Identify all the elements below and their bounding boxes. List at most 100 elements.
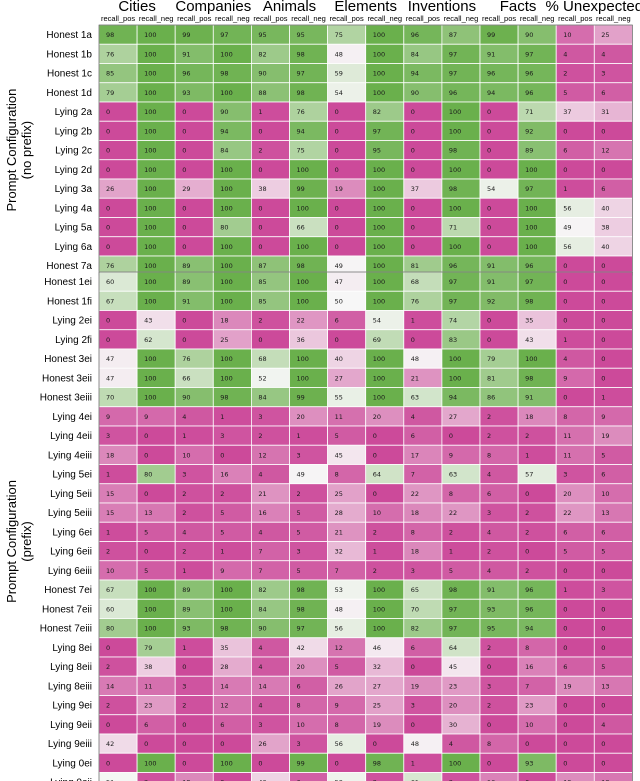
cell-value-label: 56	[563, 204, 571, 212]
heatmap-cell	[98, 367, 138, 388]
heatmap-cell	[403, 521, 443, 542]
heatmap-cell	[212, 483, 252, 504]
subcolumn-header: recall_neg	[444, 14, 479, 23]
heatmap-cell	[593, 521, 633, 542]
cell-value-label: 63	[411, 394, 419, 402]
heatmap-cell	[593, 618, 633, 639]
heatmap-cell	[365, 425, 405, 446]
cell-value-label: 95	[373, 147, 381, 155]
cell-value-label: 0	[335, 243, 339, 251]
cell-value-label: 0	[182, 336, 186, 344]
cell-value-label: 100	[373, 31, 385, 39]
cell-value-label: 11	[144, 682, 152, 690]
heatmap-cell	[212, 714, 252, 735]
cell-value-label: 54	[373, 317, 381, 325]
heatmap-cell	[212, 733, 252, 754]
row-label: Honest 7ei	[44, 585, 92, 596]
heatmap-cell	[593, 637, 633, 658]
heatmap-cell	[593, 695, 633, 716]
cell-value-label: 100	[220, 278, 232, 286]
heatmap-cell	[365, 120, 405, 141]
cell-value-label: 12	[601, 147, 609, 155]
row-label: Lying 5ei	[52, 470, 92, 481]
cell-value-label: 91	[182, 50, 190, 58]
cell-value-label: 70	[106, 394, 114, 402]
subcolumn-header: recall_pos	[406, 14, 440, 23]
cell-value-label: 0	[563, 644, 567, 652]
cell-value-label: 47	[106, 355, 114, 363]
cell-value-label: 89	[182, 278, 190, 286]
heatmap-cell	[517, 120, 557, 141]
heatmap-cell	[289, 598, 328, 619]
cell-value-label: 98	[297, 89, 305, 97]
cell-value-label: 100	[220, 185, 232, 193]
cell-value-label: 97	[449, 605, 457, 613]
heatmap-cell	[212, 217, 252, 238]
cell-value-label: 2	[525, 528, 529, 536]
heatmap-cell	[98, 43, 138, 64]
cell-value-label: 6	[601, 89, 605, 97]
heatmap-cell	[289, 675, 328, 696]
heatmap-cell	[403, 464, 443, 485]
heatmap-cell	[593, 656, 633, 677]
heatmap-cell	[365, 329, 405, 350]
cell-value-label: 10	[106, 567, 114, 575]
row-label: Honest 1d	[46, 88, 92, 99]
cell-value-label: 0	[411, 204, 415, 212]
cell-value-label: 42	[297, 644, 305, 652]
cell-value-label: 14	[106, 682, 114, 690]
heatmap-cell	[289, 178, 328, 199]
cell-value-label: 40	[335, 355, 343, 363]
cell-value-label: 60	[106, 605, 114, 613]
subcolumn-header: recall_pos	[558, 14, 592, 23]
cell-value-label: 26	[335, 682, 343, 690]
cell-value-label: 38	[144, 663, 152, 671]
cell-value-label: 90	[182, 394, 190, 402]
cell-value-label: 42	[106, 740, 114, 748]
heatmap-cell	[250, 444, 290, 465]
cell-value-label: 0	[487, 336, 491, 344]
heatmap-cell	[250, 425, 290, 446]
cell-value-label: 2	[258, 317, 262, 325]
cell-value-label: 100	[220, 50, 232, 58]
cell-value-label: 98	[525, 297, 533, 305]
group-header: Facts	[500, 0, 537, 15]
heatmap-cell	[327, 197, 367, 218]
heatmap-cell	[555, 367, 595, 388]
heatmap-cell	[517, 329, 557, 350]
heatmap-cell	[441, 464, 481, 485]
cell-value-label: 9	[106, 413, 110, 421]
heatmap-cell	[98, 197, 138, 218]
cell-value-label: 96	[525, 89, 533, 97]
heatmap-cell	[517, 406, 557, 427]
heatmap-cell	[174, 43, 214, 64]
row-label: Lying 9ei	[52, 701, 92, 712]
cell-value-label: 96	[411, 31, 419, 39]
heatmap-cell	[289, 63, 328, 84]
cell-value-label: 6	[601, 471, 605, 479]
cell-value-label: 79	[487, 355, 495, 363]
heatmap-cell	[441, 695, 481, 716]
heatmap-cell	[98, 541, 138, 562]
heatmap-cell	[403, 733, 443, 754]
cell-value-label: 98	[297, 605, 305, 613]
cell-value-label: 97	[525, 185, 533, 193]
cell-value-label: 99	[297, 759, 305, 767]
heatmap-cell	[327, 290, 367, 311]
heatmap-cell	[517, 598, 557, 619]
heatmap-cell	[479, 598, 519, 619]
cell-value-label: 5	[220, 528, 224, 536]
cell-value-label: 28	[335, 509, 343, 517]
heatmap-cell	[403, 101, 443, 122]
heatmap-cell	[517, 733, 557, 754]
cell-value-label: 0	[258, 127, 262, 135]
heatmap-cell	[136, 464, 176, 485]
heatmap-cell	[403, 444, 443, 465]
cell-value-label: 100	[144, 108, 156, 116]
heatmap-cell	[174, 82, 214, 103]
cell-value-label: 5	[220, 509, 224, 517]
heatmap-cell	[174, 772, 214, 781]
cell-value-label: 89	[182, 586, 190, 594]
cell-value-label: 98	[373, 759, 381, 767]
heatmap-cell	[479, 329, 519, 350]
